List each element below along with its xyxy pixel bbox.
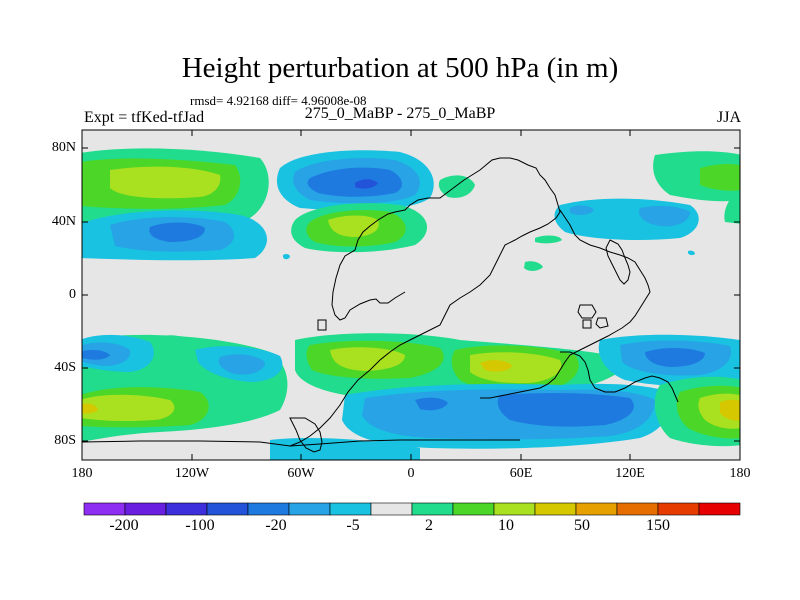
y-tick-label: 80N [51, 140, 76, 155]
sh-atlantic-positive-core [330, 347, 405, 371]
island-d [582, 319, 592, 329]
colorbar-box [83, 502, 126, 516]
colorbar-box [288, 502, 331, 516]
sh-negative-center [218, 354, 265, 375]
x-tick-label: 180 [71, 466, 93, 481]
colorbar-label: 10 [498, 517, 514, 534]
antarctica-coastline [82, 439, 520, 447]
x-tick-label: 0 [407, 466, 415, 481]
north-atlantic-negative-core [307, 167, 402, 197]
japan-coastline [605, 239, 631, 285]
colorbar-box [575, 502, 618, 516]
asia-positive-strip [535, 235, 562, 244]
sh-negative-west-core [82, 349, 110, 360]
tiny-cyan-2 [688, 250, 695, 256]
x-tick-label: 120E [615, 466, 645, 481]
colorbar-box [206, 502, 249, 516]
colorbar-box [370, 502, 413, 516]
island-c [317, 319, 327, 331]
x-tick-label: 180 [729, 466, 751, 481]
colorbar-box [534, 502, 577, 516]
contour-fields [82, 148, 740, 460]
nh-far-west-positive [724, 189, 740, 224]
australia-coastline [560, 351, 679, 403]
season-label: JJA [716, 109, 741, 126]
y-tick-label: 40S [54, 360, 76, 375]
central-pacific-negative-core [149, 222, 205, 242]
southern-ocean-negative-core [497, 393, 634, 427]
x-tick-label: 60E [509, 466, 533, 481]
colorbar-label: -100 [185, 517, 215, 534]
y-tick-label: 80S [54, 433, 76, 448]
tiny-cyan [283, 253, 290, 260]
colorbar-label: -20 [265, 517, 287, 534]
southern-ocean-west-core [415, 397, 448, 411]
north-atlantic-min [355, 179, 378, 189]
sh-indian-positive-max [480, 360, 512, 372]
colorbar-box [452, 502, 495, 516]
colorbar-box [657, 502, 700, 516]
colorbar-box [616, 502, 659, 516]
stats-line: rmsd= 4.92168 diff= 4.96008e-08 [190, 93, 367, 108]
experiment-label: Expt = tfKed-tfJad [84, 109, 205, 126]
tick-marks [82, 130, 740, 460]
south-pacific-positive-max [720, 399, 740, 421]
asia-coastline [480, 209, 651, 399]
colorbar-label: 2 [425, 517, 433, 534]
x-tick-label: 60W [287, 466, 315, 481]
nh-positive-band-west-inner [110, 166, 221, 199]
nh-east-positive-core [700, 163, 740, 191]
coastlines [82, 157, 679, 453]
colorbar-label: 150 [646, 517, 670, 534]
colorbar-box [493, 502, 536, 516]
sh-west-far-negative [270, 438, 420, 460]
sh-pacific-east-negative-core [645, 347, 705, 367]
case-label: 275_0_MaBP - 275_0_MaBP [304, 105, 496, 122]
island-b [595, 317, 609, 329]
colorbar-box [329, 502, 372, 516]
y-tick-label: 0 [69, 287, 76, 302]
colorbar-label: -200 [109, 517, 139, 534]
colorbar-box [698, 502, 741, 516]
x-tick-label: 120W [174, 466, 210, 481]
pacific-west-negative-core [639, 205, 690, 227]
south-america-tail [289, 417, 323, 453]
asia-small-positive [524, 261, 543, 271]
americas-coastline [289, 157, 561, 447]
colorbar-label: -5 [346, 517, 360, 534]
colorbar-box [165, 502, 208, 516]
colorbar-box [411, 502, 454, 516]
colorbar-box [247, 502, 290, 516]
mid-atlantic-positive-core [328, 215, 379, 237]
sh-positive-west-core [82, 394, 175, 422]
colorbar-label: 50 [574, 517, 590, 534]
y-tick-label: 40N [51, 214, 76, 229]
asia-small-negative [570, 205, 594, 215]
sh-indian-positive-core [470, 352, 562, 384]
colorbar-box [124, 502, 167, 516]
colorbar [83, 502, 741, 516]
chart-title: Height perturbation at 500 hPa (in m) [181, 52, 619, 84]
sh-positive-west-max [82, 403, 98, 414]
island-a [577, 304, 597, 319]
